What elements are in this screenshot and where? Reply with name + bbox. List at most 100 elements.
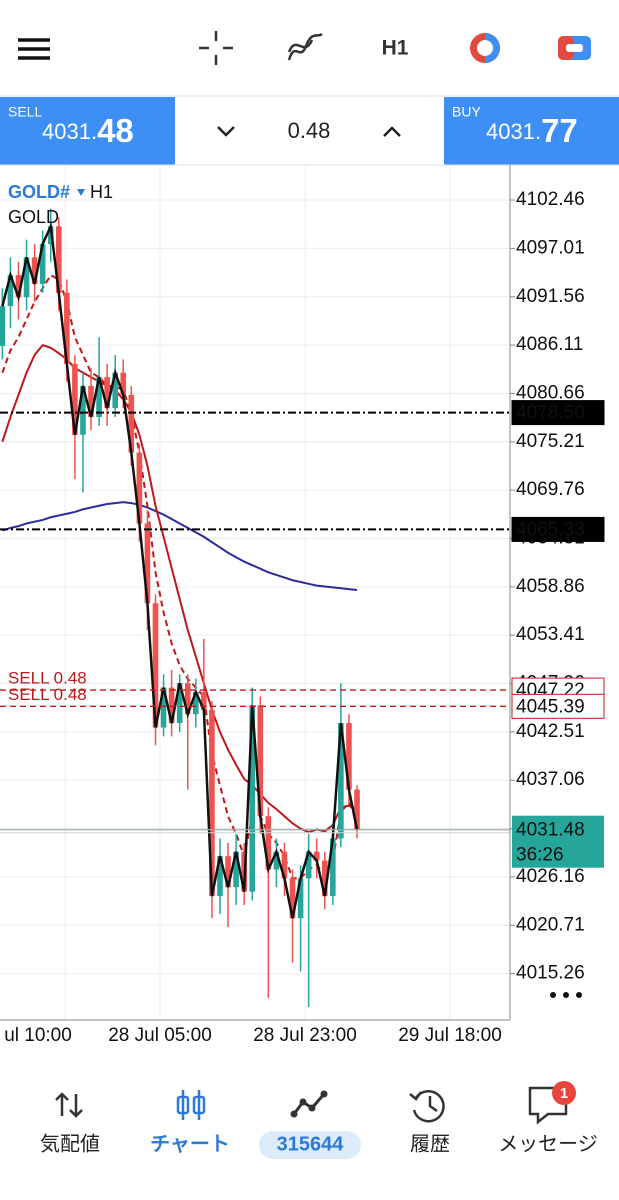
crosshair-button[interactable] <box>199 31 233 65</box>
nav-label: チャート <box>150 1133 230 1155</box>
candle-body <box>64 292 70 364</box>
trade-tab[interactable]: 315644 <box>259 1090 361 1160</box>
volume[interactable]: 0.48 <box>288 118 331 143</box>
candle-body <box>0 306 6 347</box>
candle-body <box>354 789 360 830</box>
candle-body <box>88 385 94 418</box>
candle-body <box>209 709 215 897</box>
candle-body <box>225 856 231 888</box>
y-tick-label: 4042.51 <box>516 721 585 742</box>
level-label: 4045.39 <box>516 696 585 717</box>
grid <box>0 165 510 1020</box>
y-tick-label: 4058.86 <box>516 576 585 597</box>
bottom-nav: 気配値 チャート 315644 履歴 1 メッセージ <box>40 1081 598 1159</box>
y-tick-label: 4091.56 <box>516 286 585 307</box>
nav-label: メッセージ <box>498 1133 598 1155</box>
y-tick-label: 4102.46 <box>516 189 585 210</box>
level-label: 4065.33 <box>516 519 585 540</box>
candle-body <box>338 723 344 839</box>
level-box <box>511 400 605 426</box>
buy-label: BUY <box>452 104 481 120</box>
menu-button[interactable] <box>18 38 50 60</box>
y-tick-label: 4037.06 <box>516 769 585 790</box>
close-line <box>1 221 359 919</box>
candle-body <box>249 705 256 892</box>
candle-body <box>23 257 30 298</box>
y-tick-label: 4075.21 <box>516 431 585 452</box>
time-axis: ul 10:00 28 Jul 05:00 28 Jul 23:00 29 Ju… <box>4 1025 502 1046</box>
badge: 1 <box>560 1085 568 1102</box>
candle-body <box>31 257 38 284</box>
candle-body <box>193 692 199 715</box>
candle-body <box>281 851 288 879</box>
trade-button[interactable] <box>470 33 500 63</box>
candle-body <box>233 851 239 888</box>
candle-body <box>313 851 320 861</box>
symbol[interactable]: GOLD# <box>8 182 70 202</box>
candle-body <box>15 275 22 298</box>
chart-tab[interactable]: チャート <box>150 1090 230 1155</box>
indicator-button[interactable] <box>287 32 323 61</box>
moving-average <box>1 344 358 834</box>
account-button[interactable] <box>558 36 591 60</box>
candle-body <box>112 372 118 409</box>
quotes-tab[interactable]: 気配値 <box>40 1092 100 1155</box>
toolbar: H1 <box>18 31 591 65</box>
candle-body <box>289 878 296 919</box>
buy-price: 4031.77 <box>486 112 578 149</box>
x-tick-label: 28 Jul 23:00 <box>253 1025 357 1046</box>
volume-up[interactable] <box>383 126 401 137</box>
quote-bar: SELL 4031.48 0.48 BUY 4031.77 <box>0 97 619 165</box>
candle-body <box>160 687 167 728</box>
candle-body <box>120 372 127 395</box>
sell-button[interactable] <box>0 97 175 165</box>
candle-body <box>305 851 312 879</box>
level-label: 4078.50 <box>516 403 585 424</box>
timeframe: H1 <box>90 182 113 202</box>
candle-body <box>201 692 207 710</box>
x-tick-label: ul 10:00 <box>4 1025 72 1046</box>
nav-label: 315644 <box>277 1133 345 1155</box>
y-tick-label: 4086.11 <box>516 334 583 355</box>
candle-body <box>80 385 86 435</box>
sell-price: 4031.48 <box>42 112 134 149</box>
candle-body <box>346 723 352 790</box>
y-tick-label: 4069.76 <box>516 479 585 500</box>
x-tick-label: 29 Jul 18:00 <box>398 1025 502 1046</box>
moving-average <box>2 501 358 592</box>
candle-body <box>144 523 151 604</box>
candle-body <box>136 452 143 524</box>
y-tick-label: 4015.26 <box>516 963 585 984</box>
nav-label: 履歴 <box>410 1133 450 1155</box>
moving-average <box>1 273 358 880</box>
timeframe-button[interactable]: H1 <box>382 37 409 60</box>
candle-body <box>39 244 46 284</box>
messages-tab[interactable]: 1 メッセージ <box>498 1081 598 1155</box>
candle-body <box>217 856 223 897</box>
candle-body <box>96 377 102 418</box>
price-axis: 4102.46 4097.01 4091.56 4086.11 4080.66 4075.… <box>510 189 605 984</box>
candle-body <box>321 860 328 897</box>
dropdown-icon <box>77 189 85 196</box>
current-price-box <box>512 815 604 868</box>
volume-down[interactable] <box>217 126 235 137</box>
candle-body <box>72 363 78 435</box>
level-box <box>511 516 605 542</box>
description: GOLD <box>8 207 59 227</box>
order-label: SELL 0.48 <box>8 685 87 704</box>
current-price-label: 4031.48 <box>516 820 585 841</box>
candle-body <box>168 687 175 724</box>
more-button[interactable] <box>550 992 582 998</box>
candle-body <box>7 275 14 307</box>
candle-body <box>55 226 62 293</box>
candle-body <box>104 377 110 409</box>
level-box <box>511 693 605 719</box>
candle-body <box>176 683 183 724</box>
candle-body <box>273 851 280 870</box>
chart-legend: GOLD# H1 GOLD <box>8 182 113 227</box>
buy-button[interactable] <box>444 97 619 165</box>
history-tab[interactable]: 履歴 <box>409 1090 450 1155</box>
x-tick-label: 28 Jul 05:00 <box>108 1025 212 1046</box>
